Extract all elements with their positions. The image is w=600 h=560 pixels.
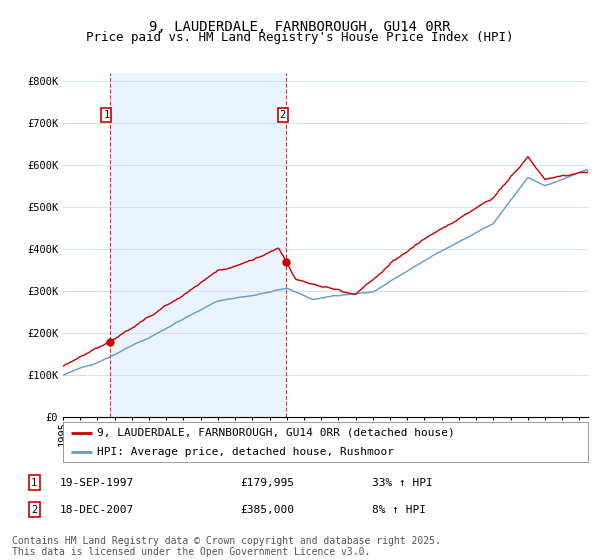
Text: 1: 1 [103, 110, 110, 120]
Text: 9, LAUDERDALE, FARNBOROUGH, GU14 0RR (detached house): 9, LAUDERDALE, FARNBOROUGH, GU14 0RR (de… [97, 428, 455, 438]
Text: 18-DEC-2007: 18-DEC-2007 [60, 505, 134, 515]
Bar [110, 73, 286, 417]
Text: 9, LAUDERDALE, FARNBOROUGH, GU14 0RR: 9, LAUDERDALE, FARNBOROUGH, GU14 0RR [149, 20, 451, 34]
Text: 2: 2 [280, 110, 286, 120]
Text: £179,995: £179,995 [240, 478, 294, 488]
Text: 2: 2 [31, 505, 37, 515]
Text: 19-SEP-1997: 19-SEP-1997 [60, 478, 134, 488]
Text: 1: 1 [31, 478, 37, 488]
Text: 33% ↑ HPI: 33% ↑ HPI [372, 478, 433, 488]
Text: HPI: Average price, detached house, Rushmoor: HPI: Average price, detached house, Rush… [97, 447, 394, 457]
Text: £385,000: £385,000 [240, 505, 294, 515]
Text: Contains HM Land Registry data © Crown copyright and database right 2025.
This d: Contains HM Land Registry data © Crown c… [12, 535, 441, 557]
Text: 8% ↑ HPI: 8% ↑ HPI [372, 505, 426, 515]
Text: Price paid vs. HM Land Registry's House Price Index (HPI): Price paid vs. HM Land Registry's House … [86, 31, 514, 44]
